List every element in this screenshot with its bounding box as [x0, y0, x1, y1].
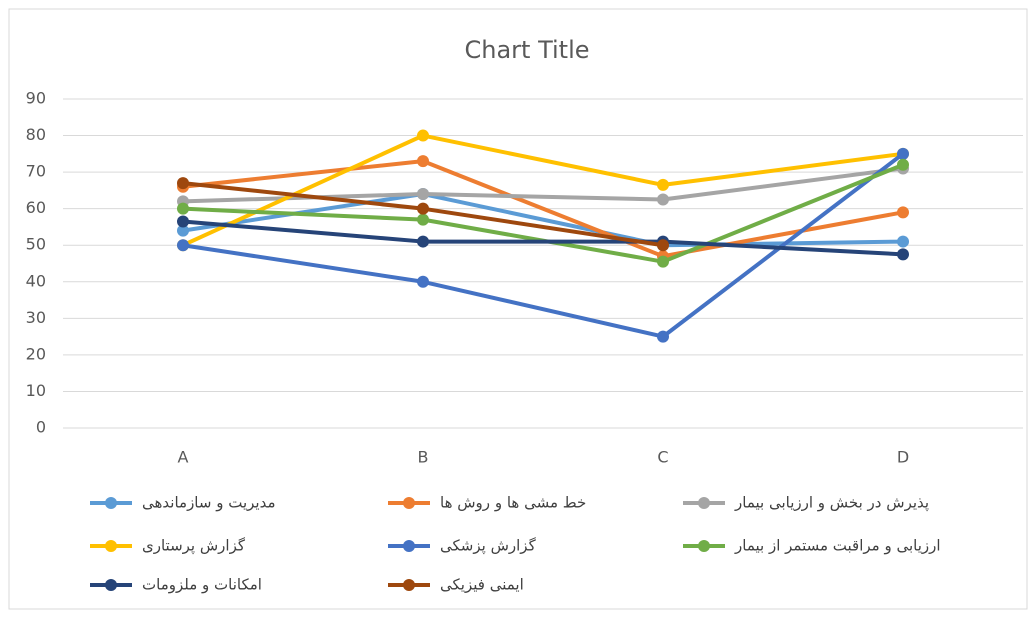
- y-tick-label: 80: [26, 125, 46, 144]
- x-tick-label: D: [897, 448, 909, 467]
- point: [897, 248, 909, 261]
- point: [177, 224, 189, 237]
- legend-label: خط مشی ها و روش ها: [440, 494, 586, 512]
- legend-label: ارزیابی و مراقبت مستمر از بیمار: [734, 537, 941, 555]
- legend-label: امکانات و ملزومات: [142, 576, 262, 594]
- legend-marker: [403, 579, 415, 591]
- point: [177, 202, 189, 215]
- legend-marker: [403, 540, 415, 552]
- point: [897, 158, 909, 171]
- legend-label: مدیریت و سازماندهی: [142, 494, 276, 512]
- point: [657, 193, 669, 206]
- point: [657, 330, 669, 343]
- y-tick-label: 90: [26, 89, 46, 108]
- x-tick-label: A: [178, 448, 189, 467]
- series-line: [182, 152, 905, 339]
- y-tick-label: 40: [26, 271, 46, 290]
- point: [177, 177, 189, 190]
- chart-frame: [8, 8, 1028, 610]
- point: [417, 155, 429, 168]
- point: [657, 178, 669, 191]
- y-tick-label: 50: [26, 235, 46, 254]
- legend-label: ایمنی فیزیکی: [440, 576, 524, 594]
- y-tick-label: 70: [26, 162, 46, 181]
- legend-label: پذیرش در بخش و ارزیابی بیمار: [734, 494, 929, 513]
- point: [657, 255, 669, 268]
- point: [417, 275, 429, 288]
- series-line: [182, 219, 904, 257]
- legend-marker: [403, 497, 415, 509]
- point: [417, 235, 429, 248]
- x-tick-label: C: [657, 448, 668, 467]
- chart-title: Chart Title: [464, 36, 589, 64]
- series-line: [182, 133, 904, 248]
- series-line: [182, 159, 904, 259]
- x-tick-label: B: [418, 448, 429, 467]
- point: [177, 239, 189, 252]
- legend-marker: [698, 540, 710, 552]
- point: [417, 213, 429, 226]
- legend-marker: [698, 497, 710, 509]
- y-tick-label: 0: [36, 418, 46, 437]
- y-tick-label: 20: [26, 344, 46, 363]
- point: [657, 239, 669, 252]
- point: [897, 235, 909, 248]
- legend-marker: [105, 540, 117, 552]
- legend-marker: [105, 497, 117, 509]
- point: [897, 147, 909, 160]
- legend-marker: [105, 579, 117, 591]
- legend-label: گزارش پرستاری: [142, 537, 246, 556]
- point: [417, 188, 429, 201]
- point: [417, 202, 429, 215]
- legend-label: گزارش پزشکی: [440, 537, 537, 556]
- point: [177, 215, 189, 228]
- y-tick-label: 60: [26, 198, 46, 217]
- point: [417, 129, 429, 142]
- point: [897, 206, 909, 219]
- y-tick-label: 10: [26, 381, 46, 400]
- y-tick-label: 30: [26, 308, 46, 327]
